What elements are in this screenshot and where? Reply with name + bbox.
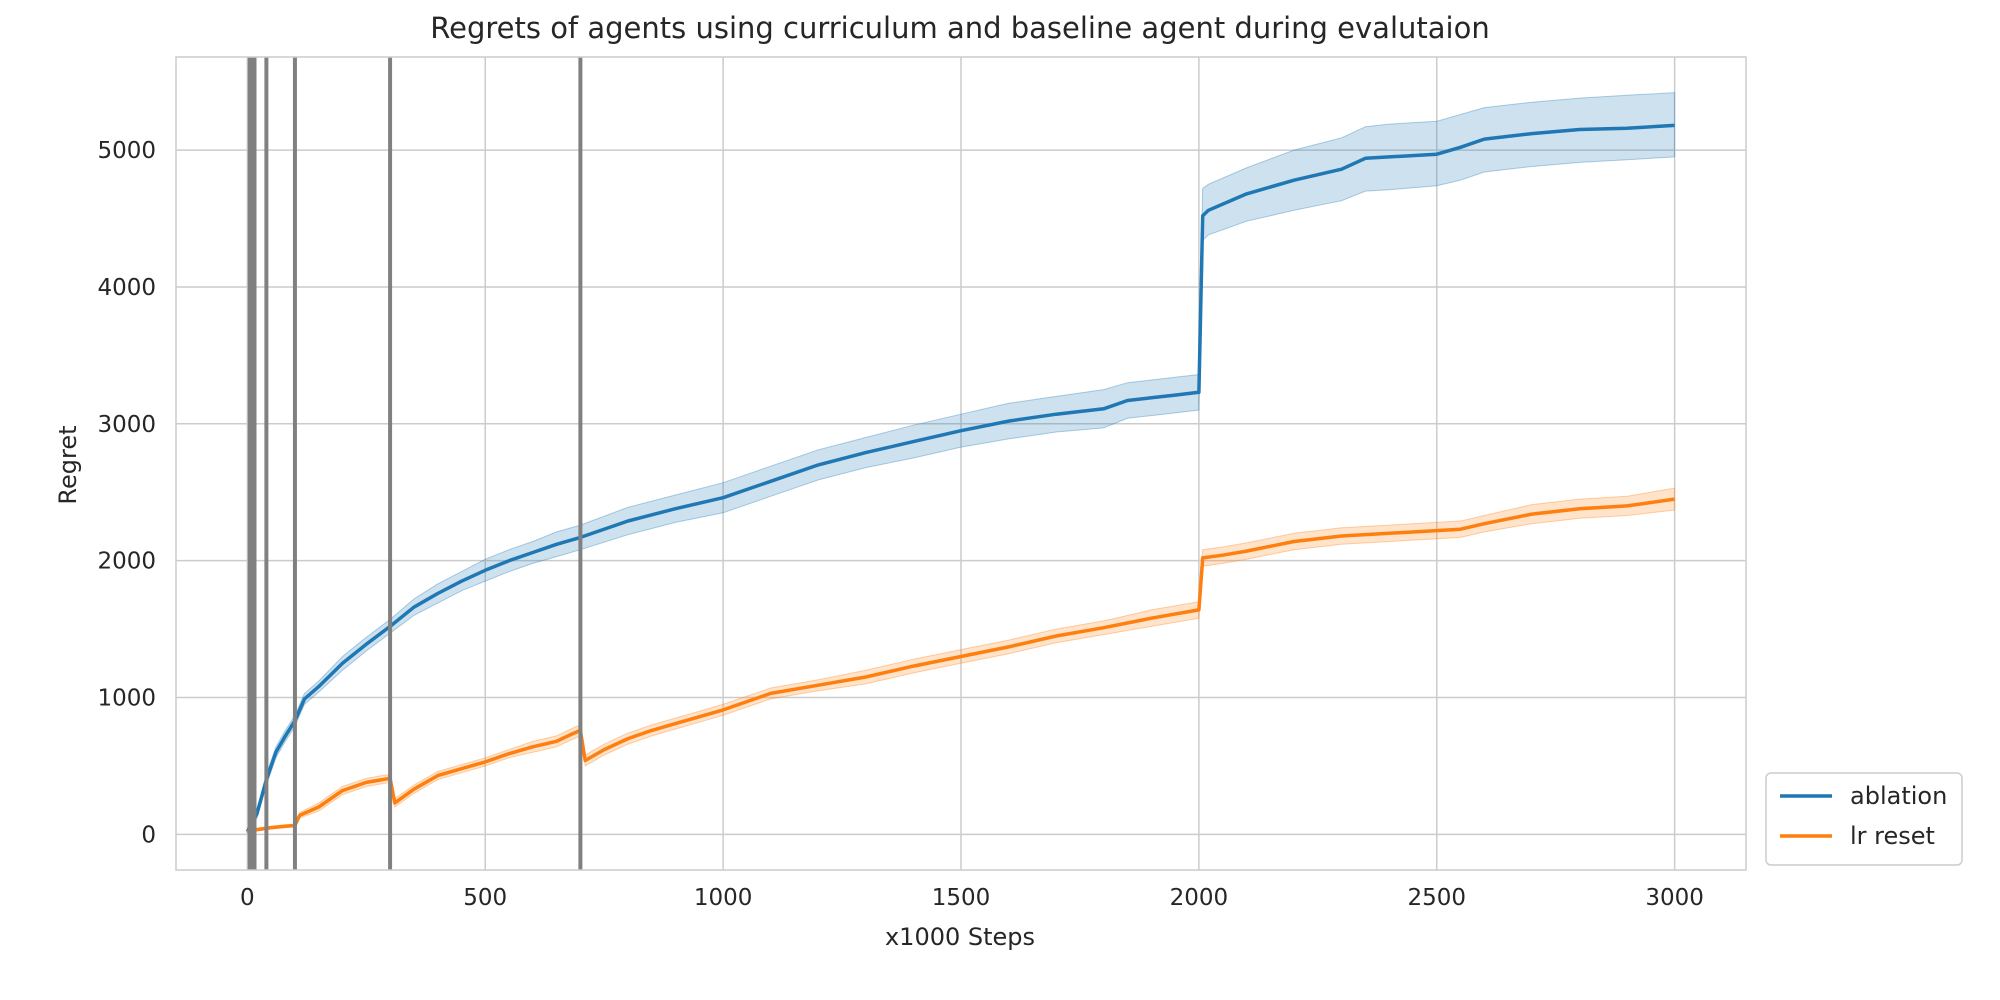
y-tick-label: 4000 <box>97 275 156 301</box>
y-axis-label: Regret <box>54 425 82 504</box>
x-tick-label: 1500 <box>932 885 991 911</box>
legend-label-ablation: ablation <box>1850 782 1947 810</box>
x-axis-label: x1000 Steps <box>885 923 1035 951</box>
vertical-markers <box>247 57 583 870</box>
series-line-lr-reset <box>247 497 1675 834</box>
y-tick-label: 2000 <box>97 549 156 575</box>
plot-frame <box>175 56 1747 871</box>
confidence-band-lr-reset <box>246 487 1676 834</box>
legend: ablation lr reset <box>1765 772 1963 866</box>
series-line-ablation <box>245 123 1675 833</box>
grid-lines <box>176 57 1746 870</box>
chart-title: Regrets of agents using curriculum and b… <box>430 11 1489 45</box>
legend-label-lr-reset: lr reset <box>1850 822 1935 850</box>
x-tick-label: 3000 <box>1645 885 1704 911</box>
confidence-band-ablation <box>246 92 1676 835</box>
confidence-bands <box>246 92 1676 835</box>
y-tick-label: 1000 <box>97 686 156 712</box>
y-tick-label: 0 <box>141 822 156 848</box>
y-tick-label: 5000 <box>97 138 156 164</box>
x-tick-label: 1000 <box>694 885 753 911</box>
x-tick-label: 2000 <box>1170 885 1229 911</box>
x-tick-label: 2500 <box>1407 885 1466 911</box>
x-tick-label: 0 <box>240 885 255 911</box>
series-lines <box>245 123 1675 834</box>
y-tick-label: 3000 <box>97 412 156 438</box>
tick-labels: 0 500 1000 1500 2000 2500 3000 0 1000 2000 3000 400… <box>97 138 1703 911</box>
x-tick-label: 500 <box>463 885 507 911</box>
